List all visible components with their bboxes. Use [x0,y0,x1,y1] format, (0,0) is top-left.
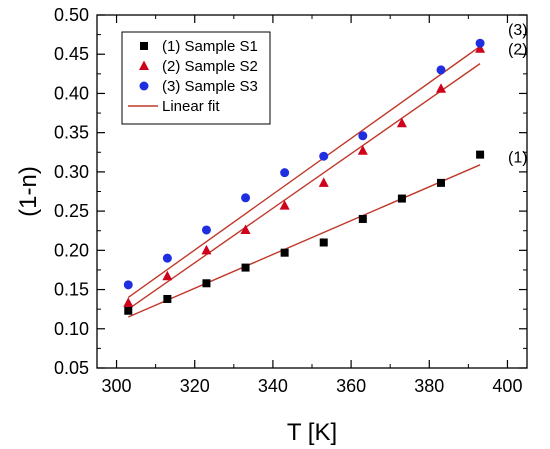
series-annotation-3: (3) [508,22,528,39]
data-point-series-3 [475,38,485,48]
data-point-series-2 [475,43,486,53]
data-point-series-1 [397,194,406,203]
data-point-series-2 [123,297,134,307]
y-tick-label: 0.40 [54,83,89,103]
y-tick-label: 0.35 [54,123,89,143]
y-tick-label: 0.05 [54,358,89,378]
data-point-series-2 [201,244,212,255]
legend-label: Linear fit [162,98,220,115]
data-points [123,38,486,315]
x-tick-label: 380 [414,376,444,396]
data-point-series-1 [241,263,250,272]
data-point-series-2 [396,117,407,128]
data-point-series-2 [279,200,290,210]
data-point-series-2 [318,177,329,187]
data-point-series-2 [436,83,446,93]
y-tick-label: 0.50 [54,5,89,25]
data-point-series-3 [319,151,329,161]
x-tick-label: 360 [336,376,366,396]
data-point-series-1 [476,150,485,159]
legend-marker-3 [139,81,149,91]
linear-fit-line [127,63,481,310]
axis-ticks: 300 320 340 360 380 400 0.05 0.10 0.15 0.20 0.25 0.… [54,5,527,396]
series-annotation-1: (1) [508,150,528,167]
legend-marker-2 [139,60,149,70]
data-point-series-2 [162,270,173,281]
data-point-series-3 [280,168,290,178]
y-tick-label: 0.20 [54,240,89,260]
data-point-series-1 [319,238,328,247]
data-point-series-1 [163,294,172,303]
data-point-series-1 [280,248,289,257]
data-point-series-3 [201,225,211,235]
legend-label: (1) Sample S1 [162,38,258,55]
y-tick-label: 0.10 [54,319,89,339]
data-point-series-1 [124,306,133,315]
y-tick-label: 0.45 [54,44,89,64]
linear-fit-line [127,164,481,318]
legend: (1) Sample S1 (2) Sample S2 (3) Sample S3 L… [121,31,271,125]
legend-label: (3) Sample S3 [162,78,258,95]
data-point-series-1 [358,214,367,223]
x-tick-label: 400 [492,376,522,396]
y-tick-label: 0.30 [54,162,89,182]
x-tick-label: 320 [180,376,210,396]
x-tick-label: 300 [102,376,132,396]
data-point-series-2 [240,224,251,234]
data-point-series-3 [123,280,133,290]
series-annotation-2: (2) [508,42,528,59]
data-point-series-3 [436,65,446,75]
linear-fit-line [127,45,481,298]
y-tick-label: 0.25 [54,201,89,221]
data-point-series-3 [162,253,172,263]
data-point-series-1 [437,178,445,187]
fit-lines [127,45,481,318]
y-axis-title: (1-n) [15,166,42,217]
legend-marker-1 [140,42,148,50]
x-tick-label: 340 [258,376,288,396]
series-annotations: (1) (2) (3) [508,22,528,166]
data-point-series-2 [357,145,368,155]
y-tick-label: 0.15 [54,280,89,300]
data-point-series-1 [202,279,211,288]
x-axis-title: T [K] [287,419,337,446]
legend-label: (2) Sample S2 [162,58,258,75]
data-point-series-3 [358,131,368,141]
data-point-series-3 [241,193,251,203]
